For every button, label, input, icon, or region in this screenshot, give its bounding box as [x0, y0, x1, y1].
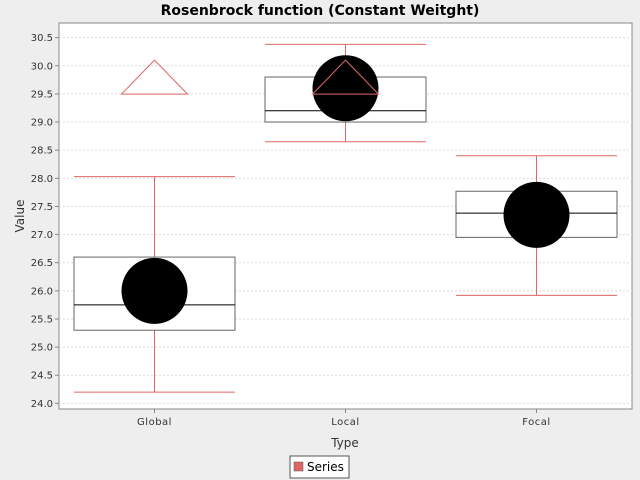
- y-tick-label-4: 26.0: [31, 286, 53, 297]
- y-tick-label-3: 25.5: [31, 314, 53, 325]
- y-tick-label-8: 28.0: [31, 174, 53, 185]
- legend-label-series: Series: [307, 460, 344, 474]
- y-tick-label-6: 27.0: [31, 230, 53, 241]
- y-tick-label-13: 30.5: [31, 33, 53, 44]
- far-outlier-local: [311, 59, 380, 95]
- x-axis-ticks: Global Local Focal: [137, 409, 550, 428]
- x-tick-label-global: Global: [137, 417, 172, 428]
- mean-markers: [121, 55, 570, 324]
- y-axis-ticks: 24.0 24.5 25.0 25.5 26.0 26.5 27.0 27.5 28.0 28.5…: [31, 33, 59, 410]
- x-axis-label: Type: [330, 436, 359, 450]
- y-tick-label-0: 24.0: [31, 399, 53, 410]
- legend: Series: [289, 455, 350, 479]
- far-outlier-markers: [120, 59, 380, 95]
- y-tick-label-10: 29.0: [31, 118, 53, 129]
- y-tick-label-12: 30.0: [31, 61, 53, 72]
- y-tick-label-9: 28.5: [31, 146, 53, 157]
- x-tick-label-local: Local: [331, 417, 359, 428]
- y-axis-label: Value: [13, 200, 27, 233]
- legend-frame: [289, 455, 350, 479]
- mean-marker-global: [121, 257, 188, 324]
- y-tick-label-7: 27.5: [31, 202, 53, 213]
- y-tick-label-2: 25.0: [31, 343, 53, 354]
- mean-marker-local: [312, 55, 379, 122]
- legend-swatch: [293, 461, 304, 472]
- far-outlier-global: [120, 59, 189, 95]
- mean-marker-focal: [503, 181, 570, 248]
- chart-title: Rosenbrock function (Constant Weitght): [161, 3, 480, 19]
- x-tick-label-focal: Focal: [522, 417, 550, 428]
- y-tick-label-11: 29.5: [31, 89, 53, 100]
- y-tick-label-5: 26.5: [31, 258, 53, 269]
- y-tick-label-1: 24.5: [31, 371, 53, 382]
